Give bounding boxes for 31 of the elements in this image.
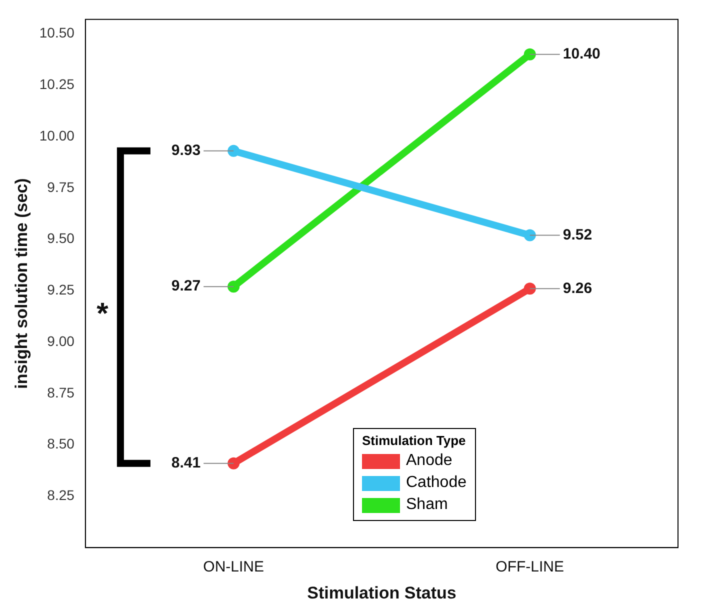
y-tick-label: 10.00 (39, 127, 75, 144)
y-axis-title: insight solution time (sec) (12, 178, 31, 389)
data-label: 9.52 (562, 226, 592, 244)
legend-label: Anode (406, 451, 452, 471)
data-label: 9.27 (171, 278, 201, 295)
point (524, 282, 536, 295)
point (524, 229, 536, 242)
y-tick-label: 9.75 (47, 178, 75, 195)
x-tick-label: OFF-LINE (496, 558, 564, 576)
legend-label: Sham (406, 495, 448, 515)
y-tick-label: 8.75 (47, 384, 75, 400)
point (228, 280, 240, 293)
y-tick-label: 8.25 (47, 487, 75, 504)
point (228, 457, 240, 470)
x-axis-title: Stimulation Status (307, 583, 456, 602)
y-tick-label: 10.50 (39, 24, 75, 41)
legend-title: Stimulation Type (362, 433, 466, 448)
data-label: 8.41 (171, 454, 201, 472)
y-tick-label: 9.50 (47, 230, 75, 246)
y-tick-label: 10.25 (39, 76, 75, 92)
annotation: * (96, 297, 109, 330)
y-tick-label: 9.00 (47, 332, 75, 349)
point (228, 144, 240, 157)
point (524, 48, 536, 60)
data-label: 9.93 (171, 142, 201, 160)
data-label: 10.40 (562, 45, 600, 62)
y-tick-label: 8.50 (47, 436, 75, 452)
x-tick-label: ON-LINE (203, 558, 264, 576)
data-label: 9.26 (562, 280, 592, 297)
y-tick-label: 9.25 (47, 282, 75, 298)
legend-label: Cathode (406, 473, 466, 493)
